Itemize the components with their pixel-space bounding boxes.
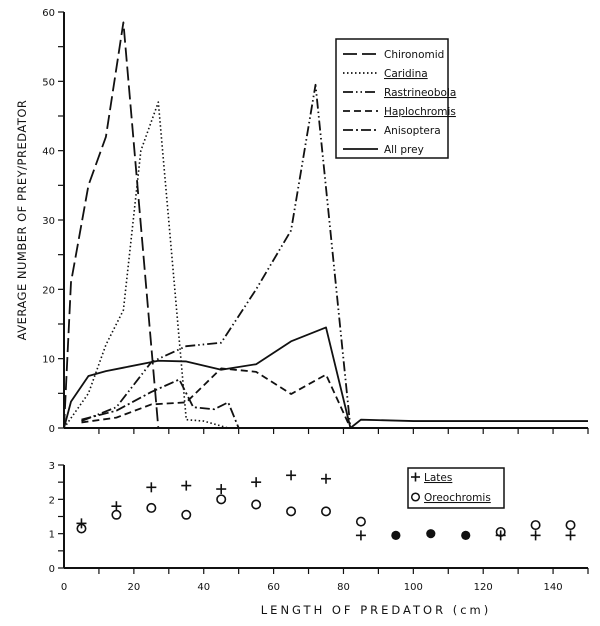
bottom-y-tick-label: 2 <box>49 495 55 506</box>
series-line-haplochromis <box>81 367 352 429</box>
legend-marker-oreochromis <box>410 492 421 502</box>
series-line-caridina <box>63 101 229 429</box>
legend-label: Chironomid <box>384 49 444 61</box>
oreochromis-point <box>286 506 297 517</box>
lates-point <box>181 480 192 491</box>
legend-label: Anisoptera <box>384 125 441 137</box>
top-legend-box <box>335 38 449 159</box>
legend-label: Rastrineobola <box>384 87 456 99</box>
top-y-tick-label: 40 <box>42 147 55 158</box>
series-line-rastrineobola <box>81 83 352 429</box>
bottom-legend-box <box>407 467 505 509</box>
legend-label: Caridina <box>384 68 428 80</box>
legend-label-oreochromis: Oreochromis <box>424 492 491 504</box>
top-y-tick-label: 50 <box>42 77 55 88</box>
lates-point <box>286 470 297 481</box>
x-tick-label: 40 <box>197 582 210 593</box>
bottom-y-tick-label: 1 <box>49 530 55 541</box>
lates-point <box>146 482 157 493</box>
overlap-point <box>391 530 401 540</box>
oreochromis-point <box>530 520 541 531</box>
oreochromis-point <box>495 526 506 537</box>
y-axis-label: AVERAGE NUMBER OF PREY/PREDATOR <box>15 100 29 341</box>
oreochromis-point <box>146 502 157 513</box>
legend-marker-lates <box>411 472 420 482</box>
legend-label: Haplochromis <box>384 106 456 118</box>
oreochromis-point <box>181 509 192 520</box>
lates-point <box>355 530 366 541</box>
x-tick-label: 20 <box>127 582 140 593</box>
oreochromis-point <box>76 523 87 534</box>
lates-point <box>251 477 262 488</box>
lates-point <box>565 530 576 541</box>
top-y-tick-label: 0 <box>49 424 55 435</box>
top-y-tick-label: 30 <box>42 216 55 227</box>
top-y-tick-label: 10 <box>42 355 55 366</box>
series-line-chironomid <box>63 21 160 429</box>
oreochromis-point <box>565 520 576 531</box>
x-tick-label: 140 <box>544 582 563 593</box>
x-tick-label: 60 <box>267 582 280 593</box>
bottom-y-tick-label: 0 <box>49 564 55 575</box>
x-tick-label: 80 <box>337 582 350 593</box>
lates-point <box>76 518 87 529</box>
top-y-tick-label: 20 <box>42 285 55 296</box>
series-line-all-prey <box>63 326 588 429</box>
oreochromis-point <box>320 506 331 517</box>
series-line-anisoptera <box>81 378 240 429</box>
lates-point <box>216 484 227 495</box>
legend-label-lates: Lates <box>424 472 452 484</box>
oreochromis-point <box>111 509 122 520</box>
overlap-point <box>426 529 436 539</box>
lates-point <box>111 501 122 512</box>
oreochromis-point <box>216 494 227 505</box>
oreochromis-point <box>251 499 262 510</box>
x-axis-label: LENGTH OF PREDATOR (cm) <box>261 603 491 617</box>
top-y-tick-label: 60 <box>42 8 55 19</box>
overlap-point <box>461 530 471 540</box>
oreochromis-point <box>355 516 366 527</box>
x-tick-label: 100 <box>404 582 423 593</box>
bottom-y-tick-label: 3 <box>49 461 55 472</box>
legend-label: All prey <box>384 144 424 156</box>
x-tick-label: 120 <box>474 582 493 593</box>
lates-point <box>530 530 541 541</box>
x-tick-label: 0 <box>61 582 67 593</box>
lates-point <box>321 473 331 484</box>
